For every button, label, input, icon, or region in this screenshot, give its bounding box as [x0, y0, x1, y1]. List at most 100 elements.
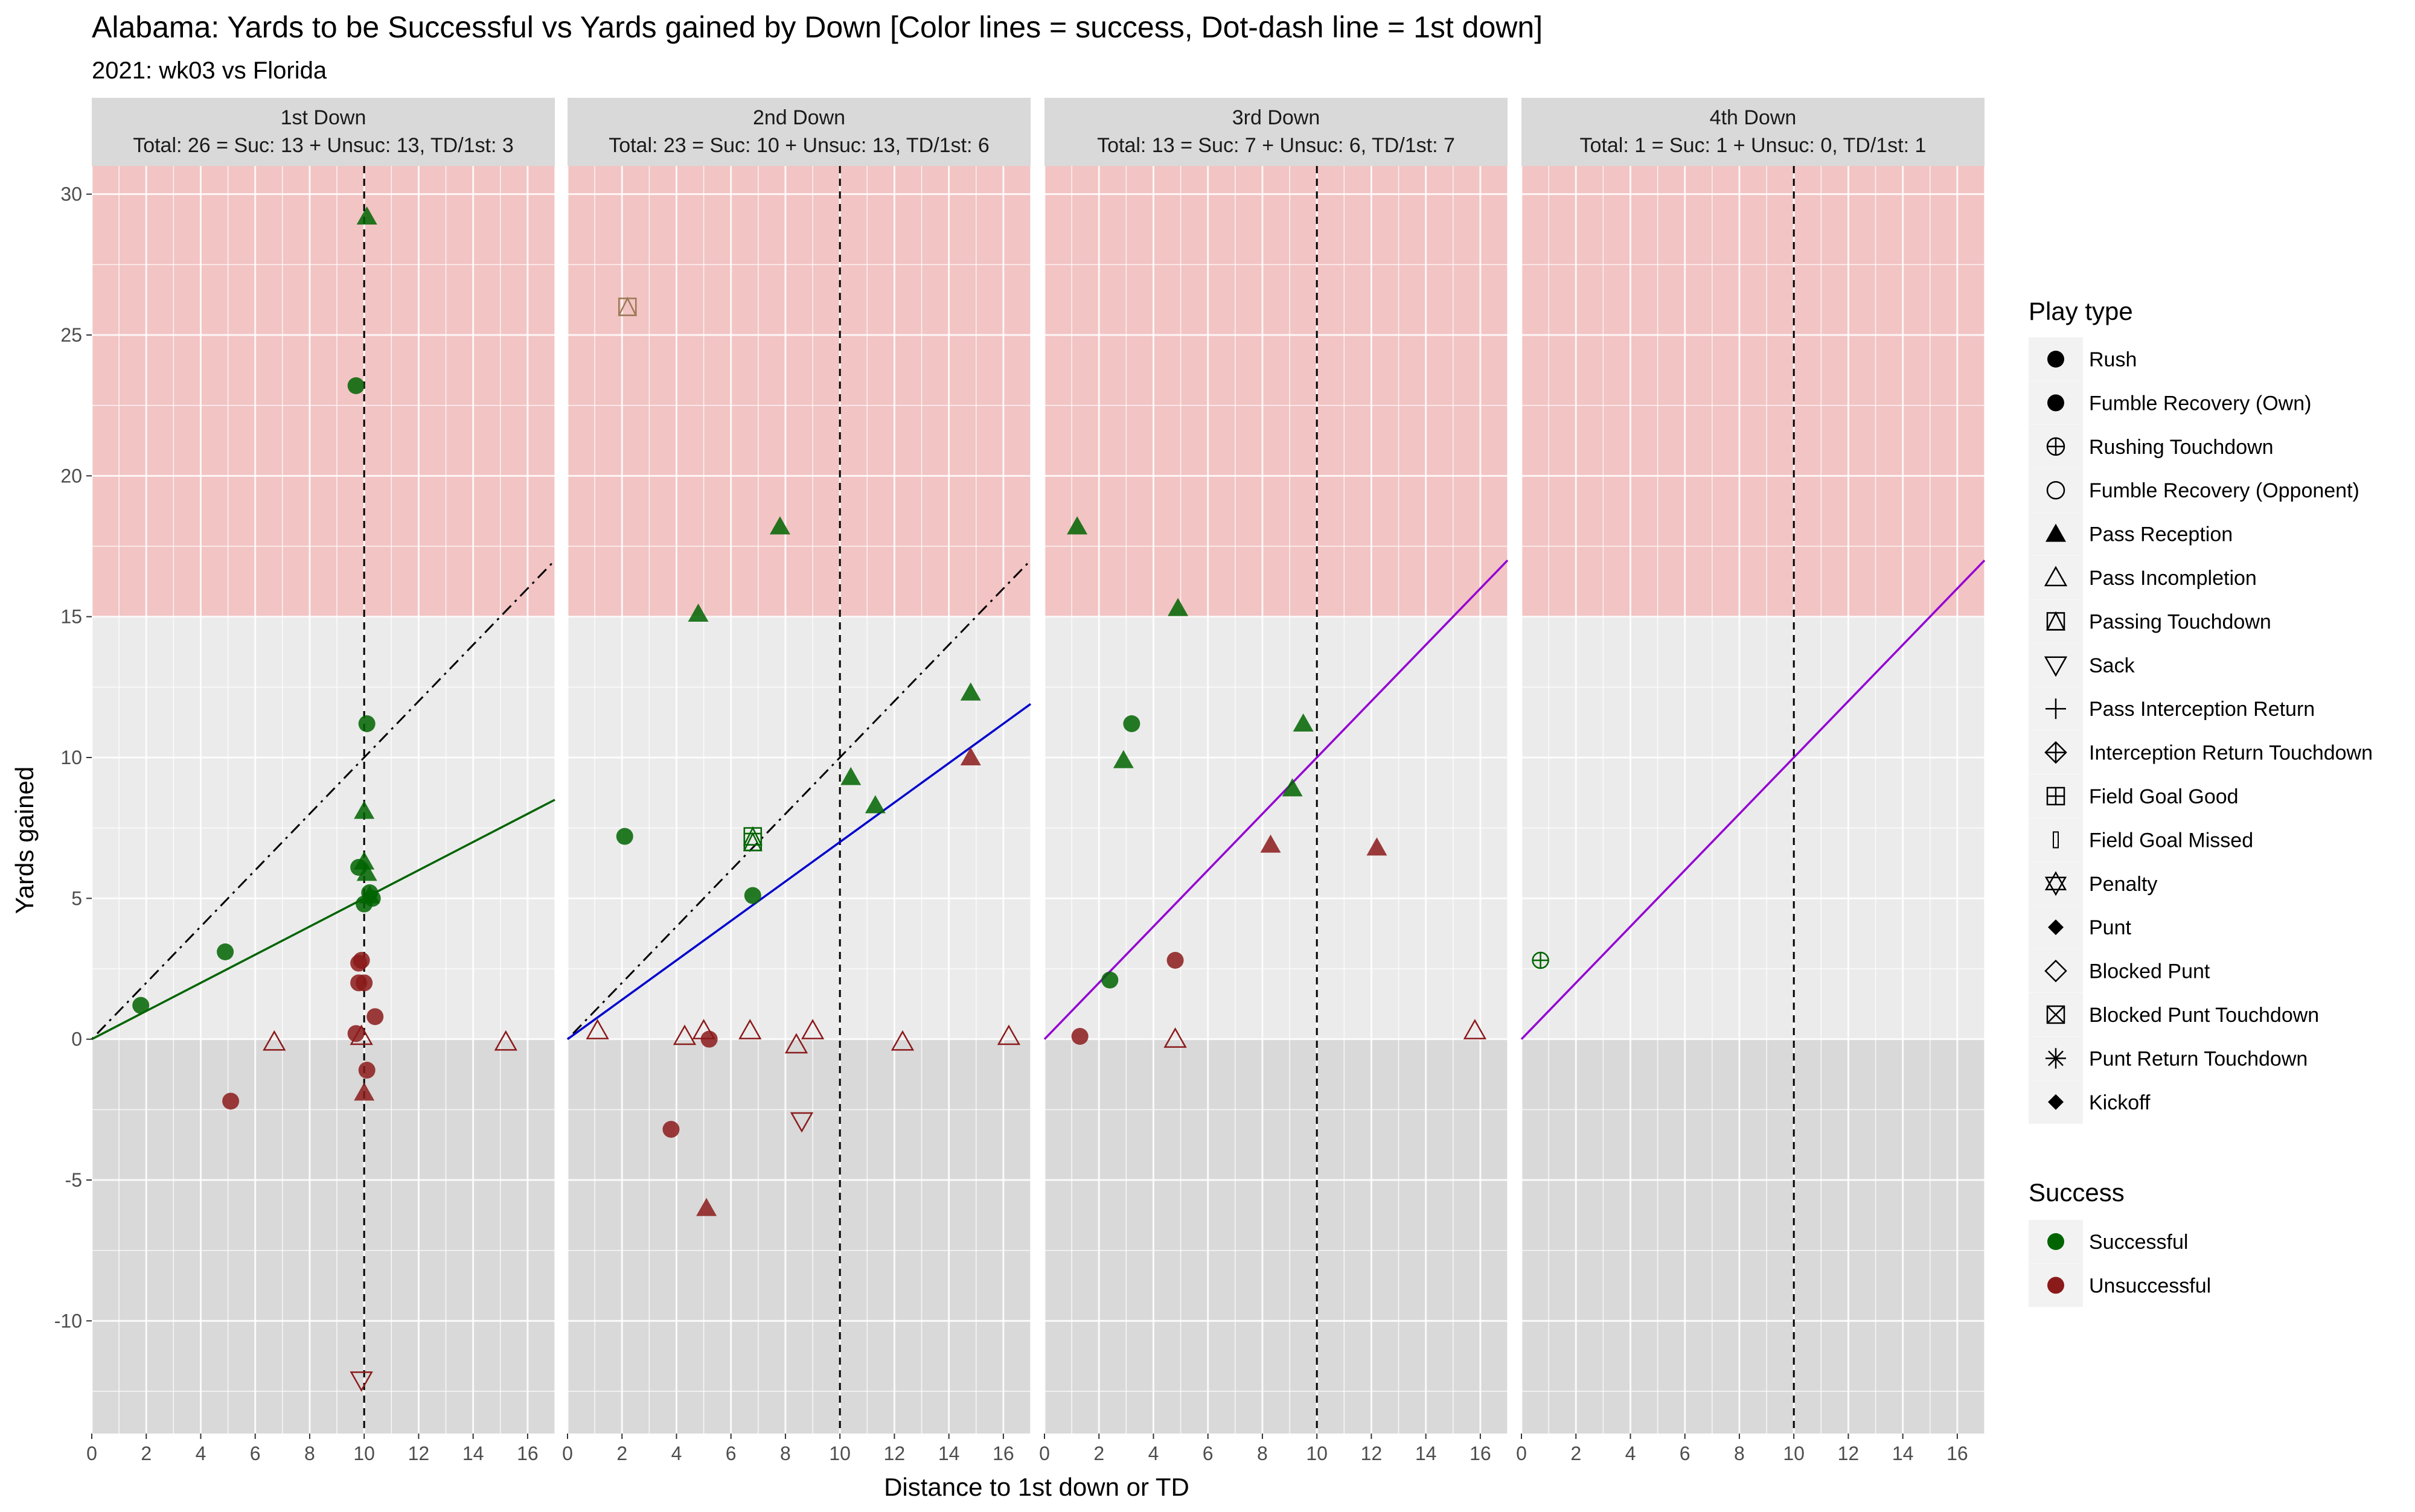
legend-item: Fumble Recovery (Opponent): [2029, 468, 2359, 512]
x-tick-label: 14: [1415, 1443, 1437, 1464]
data-point: [359, 885, 380, 904]
data-point: [354, 800, 375, 819]
legend-item: Pass Incompletion: [2029, 556, 2257, 599]
filled-circle-icon: [2047, 351, 2064, 368]
grid: [1043, 166, 1508, 1434]
x-tick-label: 12: [1838, 1443, 1860, 1464]
square-plus-icon: [2046, 786, 2065, 806]
legend-label: Successful: [2089, 1231, 2188, 1254]
x-tick-label: 0: [1516, 1443, 1527, 1464]
data-point: [217, 943, 234, 960]
legend-item: Rush: [2029, 337, 2137, 381]
data-points: [1532, 951, 1549, 969]
legend-label: Penalty: [2089, 873, 2157, 896]
data-point: [356, 206, 377, 225]
data-point: [662, 1121, 680, 1138]
data-point: [1168, 598, 1189, 616]
legend-key: [2029, 861, 2083, 905]
y-tick-label: 10: [60, 747, 82, 768]
facet-strip-subtitle: Total: 1 = Suc: 1 + Unsuc: 0, TD/1st: 1: [1580, 134, 1927, 157]
x-tick-label: 2: [1093, 1443, 1104, 1464]
x-tick-label: 8: [780, 1443, 791, 1464]
legend-item: Pass Reception: [2029, 512, 2233, 556]
grid: [566, 166, 1031, 1434]
filled-circle-icon: [2047, 1277, 2064, 1294]
filled-diamond-icon: [2048, 919, 2064, 936]
legend-key: [2029, 949, 2083, 993]
success-line: [91, 799, 555, 1041]
facet-strip-title: 4th Down: [1710, 106, 1797, 129]
legend-label: Rush: [2089, 348, 2137, 371]
x-tick-label: 8: [1734, 1443, 1745, 1464]
big-play-band: [92, 166, 555, 617]
x-tick-label: 14: [462, 1443, 484, 1464]
legend-label: Pass Incompletion: [2089, 567, 2257, 590]
data-point: [688, 604, 709, 622]
x-tick-label: 6: [1203, 1443, 1214, 1464]
legend-key: [2029, 643, 2083, 687]
legend-item: Interception Return Touchdown: [2029, 730, 2373, 774]
legend-key: [2029, 556, 2083, 599]
data-point: [1166, 952, 1184, 969]
x-axis: 0 2 4 6 8 10 12 14 16: [1039, 1434, 1491, 1464]
data-point: [358, 715, 376, 732]
facet-strip: [1044, 98, 1508, 166]
data-point: [840, 767, 862, 785]
y-tick-label: -5: [65, 1169, 82, 1191]
data-point: [1071, 1028, 1089, 1045]
y-axis: -10 -5 0 5 10 15 20 25 30: [54, 183, 92, 1332]
filled-circle-icon: [2047, 1233, 2064, 1250]
x-tick-label: 12: [408, 1443, 430, 1464]
y-axis-label: Yards gained: [10, 767, 39, 914]
chart-title: Alabama: Yards to be Successful vs Yards…: [92, 10, 1543, 44]
facet-strip-title: 2nd Down: [753, 106, 845, 129]
data-point: [347, 377, 365, 394]
data-point: [1067, 516, 1088, 535]
legend-label: Fumble Recovery (Own): [2089, 392, 2311, 415]
legend-label: Unsuccessful: [2089, 1274, 2211, 1297]
data-point: [700, 1030, 718, 1048]
x-tick-label: 0: [86, 1443, 97, 1464]
success-line: [1043, 560, 1509, 1040]
open-diamond-icon: [2044, 959, 2067, 983]
y-tick-label: 30: [60, 183, 82, 205]
data-point: [350, 1024, 373, 1045]
data-point: [997, 1024, 1021, 1045]
legend-item: Field Goal Good: [2029, 774, 2239, 818]
x-tick-label: 6: [726, 1443, 737, 1464]
x-tick-label: 16: [1470, 1443, 1491, 1464]
filled-triangle-icon: [2046, 523, 2066, 542]
diamond-plus-icon: [2044, 741, 2067, 764]
data-point: [1366, 837, 1387, 856]
y-tick-label: 25: [60, 324, 82, 346]
star-of-david-icon: [2044, 871, 2067, 896]
success-line: [566, 703, 1032, 1041]
x-axis: 0 2 4 6 8 10 12 14 16: [1516, 1434, 1968, 1464]
data-point: [673, 1024, 697, 1045]
grid: [1520, 166, 1985, 1434]
data-point: [1260, 834, 1281, 853]
facet-strip-subtitle: Total: 23 = Suc: 10 + Unsuc: 13, TD/1st:…: [609, 134, 990, 157]
facet-panel: 1st Down Total: 26 = Suc: 13 + Unsuc: 13,…: [54, 98, 556, 1464]
y-tick-label: 5: [71, 887, 82, 909]
facet-strip: [92, 98, 555, 166]
data-point: [1532, 951, 1549, 969]
legend-label: Field Goal Good: [2089, 785, 2239, 808]
data-point: [222, 1093, 240, 1110]
success-line: [1520, 560, 1986, 1040]
square-x-icon: [2046, 1005, 2065, 1024]
filled-diamond-icon: [2048, 1094, 2064, 1110]
x-tick-label: 6: [250, 1443, 261, 1464]
x-axis: 0 2 4 6 8 10 12 14 16: [86, 1434, 539, 1464]
data-point: [784, 1033, 808, 1054]
legend-item: Successful: [2029, 1220, 2188, 1263]
legend-label: Punt Return Touchdown: [2089, 1047, 2308, 1070]
circle-plus-icon: [2046, 437, 2065, 456]
x-tick-label: 0: [1039, 1443, 1050, 1464]
legend-item: Sack: [2029, 643, 2135, 687]
first-down-diagonal-line: [566, 560, 1032, 1040]
x-tick-label: 4: [1625, 1443, 1636, 1464]
x-axis: 0 2 4 6 8 10 12 14 16: [562, 1434, 1014, 1464]
x-tick-label: 12: [884, 1443, 906, 1464]
